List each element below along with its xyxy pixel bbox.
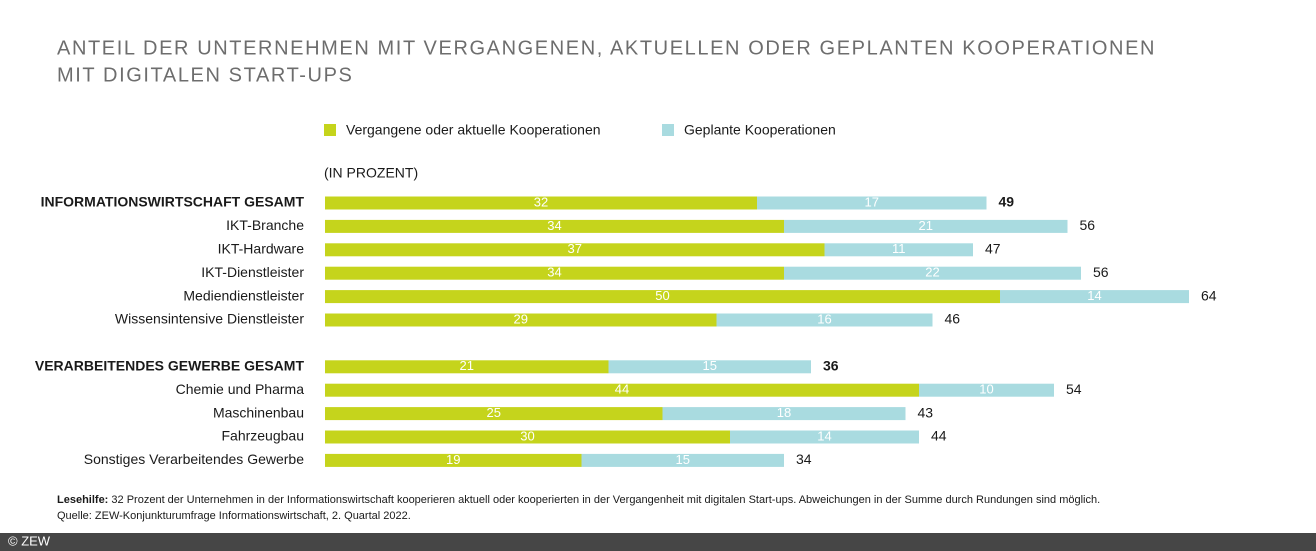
- value-label: 10: [979, 382, 993, 397]
- value-label: 34: [547, 265, 561, 280]
- bar-segment: [325, 407, 663, 421]
- bar-segment: [757, 196, 987, 210]
- value-label: 37: [568, 241, 582, 256]
- value-label: 34: [547, 218, 561, 233]
- chart-title: MIT DIGITALEN START-UPS: [57, 64, 353, 86]
- bar-segment: [1000, 290, 1189, 304]
- bar-segment: [325, 430, 730, 444]
- total-label: 47: [985, 241, 1001, 257]
- value-label: 44: [615, 382, 629, 397]
- source: Quelle: ZEW-Konjunkturumfrage Informatio…: [57, 510, 411, 522]
- value-label: 30: [520, 428, 534, 443]
- category-label: Chemie und Pharma: [176, 381, 305, 397]
- category-label: Sonstiges Verarbeitendes Gewerbe: [84, 451, 304, 467]
- value-label: 16: [817, 311, 831, 326]
- category-label: VERARBEITENDES GEWERBE GESAMT: [35, 358, 305, 374]
- value-label: 11: [892, 241, 906, 256]
- category-label: INFORMATIONSWIRTSCHAFT GESAMT: [41, 194, 305, 210]
- category-label: IKT-Branche: [226, 217, 304, 233]
- category-label: IKT-Dienstleister: [201, 264, 304, 280]
- bar-segment: [784, 219, 1068, 233]
- bar-segment: [581, 453, 784, 467]
- total-label: 54: [1066, 381, 1082, 397]
- total-label: 46: [945, 311, 961, 327]
- value-label: 15: [703, 358, 717, 373]
- legend-label: Geplante Kooperationen: [684, 122, 836, 138]
- bar-segment: [784, 266, 1081, 280]
- bar-segment: [716, 313, 933, 327]
- bar-segment: [325, 243, 825, 257]
- legend-label: Vergangene oder aktuelle Kooperationen: [346, 122, 601, 138]
- category-label: Fahrzeugbau: [221, 428, 304, 444]
- total-label: 49: [999, 194, 1015, 210]
- bar-segment: [325, 196, 757, 210]
- legend-swatch: [662, 124, 674, 136]
- total-label: 64: [1201, 287, 1217, 303]
- bar-segment: [325, 313, 717, 327]
- category-label: IKT-Hardware: [218, 241, 305, 257]
- value-label: 22: [925, 265, 939, 280]
- bar-segment: [824, 243, 973, 257]
- legend-swatch: [324, 124, 336, 136]
- bar-segment: [730, 430, 919, 444]
- bar-segment: [325, 266, 784, 280]
- category-label: Wissensintensive Dienstleister: [115, 311, 304, 327]
- total-label: 34: [796, 451, 812, 467]
- chart-title: ANTEIL DER UNTERNEHMEN MIT VERGANGENEN, …: [57, 37, 1156, 59]
- total-label: 36: [823, 358, 839, 374]
- total-label: 56: [1080, 217, 1096, 233]
- value-label: 19: [446, 452, 460, 467]
- bar-segment: [325, 219, 784, 233]
- footer-bar: [0, 533, 1316, 551]
- category-label: Maschinenbau: [213, 404, 304, 420]
- note-text: 32 Prozent der Unternehmen in der Inform…: [111, 494, 1100, 506]
- value-label: 18: [777, 405, 791, 420]
- value-label: 14: [1087, 288, 1101, 303]
- bar-segment: [325, 383, 919, 397]
- total-label: 43: [918, 404, 934, 420]
- note: Lesehilfe: 32 Prozent der Unternehmen in…: [57, 494, 1100, 506]
- bar-segment: [662, 407, 906, 421]
- value-label: 21: [460, 358, 474, 373]
- copyright: © ZEW: [8, 533, 51, 548]
- note-label: Lesehilfe:: [57, 494, 108, 506]
- category-label: Mediendienstleister: [183, 287, 304, 303]
- value-label: 29: [514, 311, 528, 326]
- value-label: 50: [655, 288, 669, 303]
- value-label: 14: [817, 428, 831, 443]
- bar-segment: [325, 290, 1000, 304]
- total-label: 44: [931, 428, 947, 444]
- bar-segment: [608, 360, 811, 374]
- bar-segment: [919, 383, 1054, 397]
- value-label: 32: [534, 194, 548, 209]
- bar-segment: [325, 360, 609, 374]
- value-label: 21: [919, 218, 933, 233]
- value-label: 17: [865, 194, 879, 209]
- total-label: 56: [1093, 264, 1109, 280]
- value-label: 15: [676, 452, 690, 467]
- unit-label: (IN PROZENT): [324, 165, 418, 181]
- bar-segment: [325, 453, 582, 467]
- value-label: 25: [487, 405, 501, 420]
